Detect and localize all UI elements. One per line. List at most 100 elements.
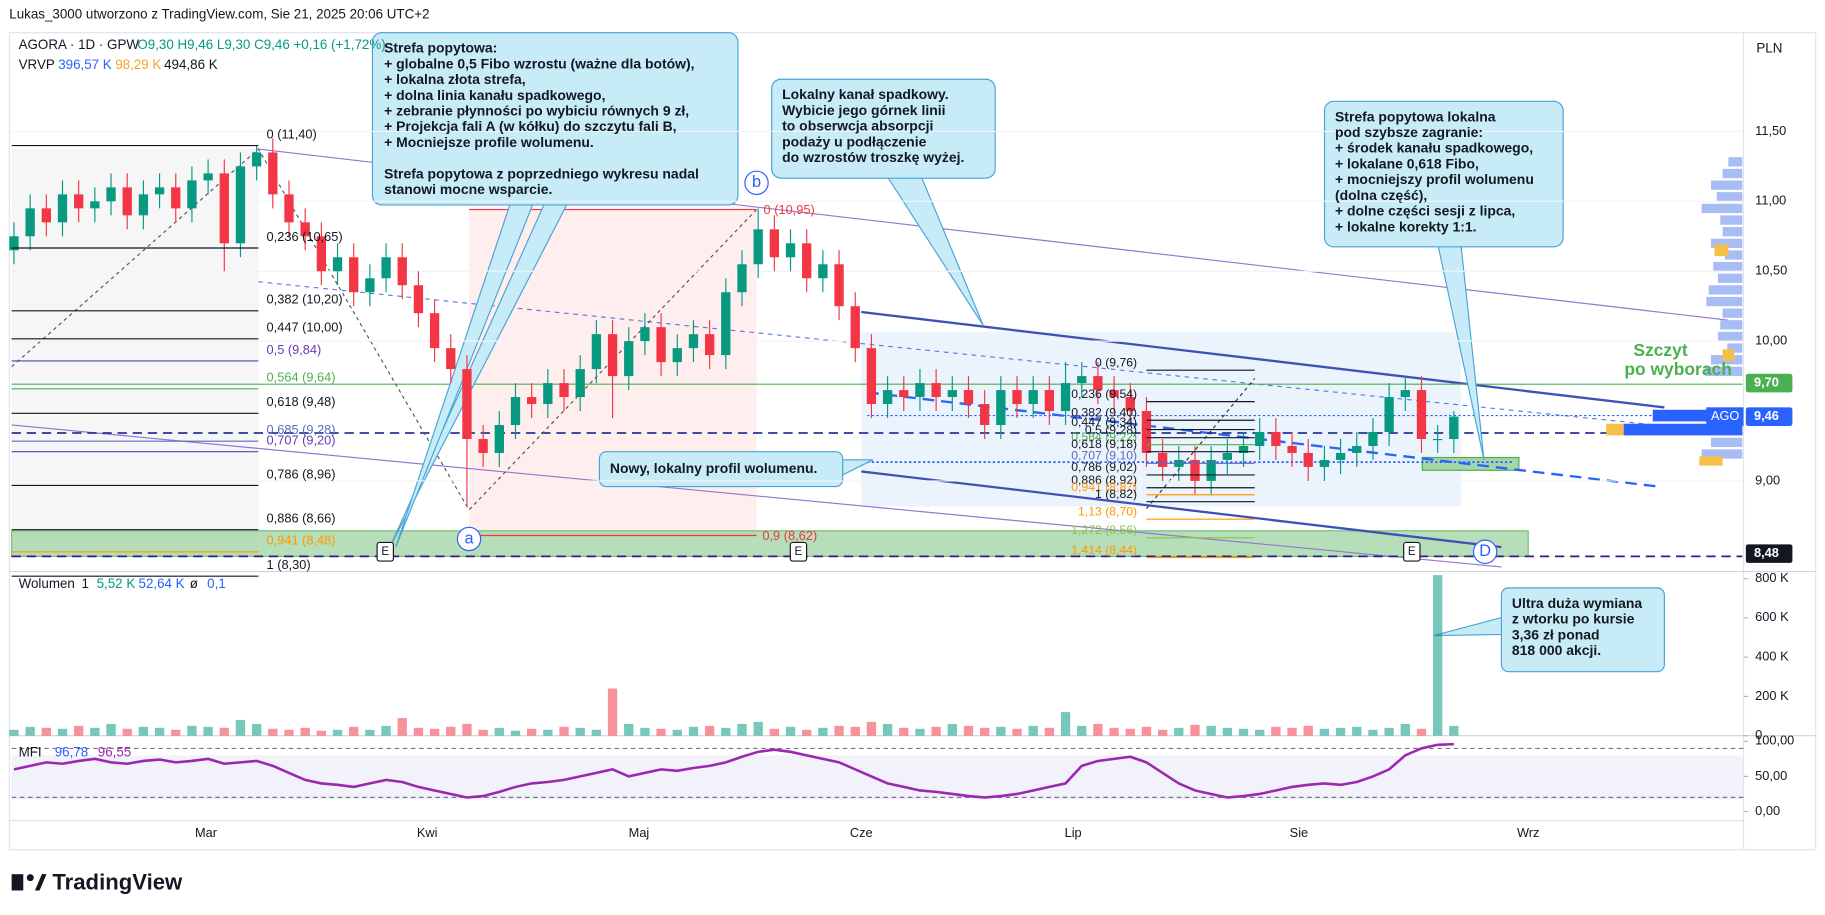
candle-body bbox=[1157, 452, 1168, 467]
candle-body bbox=[1141, 411, 1152, 453]
callout-box bbox=[598, 451, 844, 488]
candle-body bbox=[397, 257, 407, 286]
fib-label: 0,236 (10,65) bbox=[267, 229, 343, 244]
fib-label: 0,382 (9,40) bbox=[1071, 406, 1137, 420]
volume-symbol: ø bbox=[190, 576, 198, 591]
candle-body bbox=[931, 383, 941, 398]
candle-body bbox=[349, 257, 359, 293]
candle-body bbox=[1303, 452, 1313, 467]
candle-body bbox=[1335, 452, 1346, 460]
fib-label: 0,564 (9,64) bbox=[267, 370, 336, 385]
callout-line: + dolna linia kanału spadkowego, bbox=[384, 87, 605, 103]
volume-bar bbox=[25, 726, 35, 736]
candle-body bbox=[818, 264, 828, 279]
volume-profile bbox=[1606, 157, 1743, 466]
volume-bar bbox=[753, 721, 763, 736]
callout-line: + środek kanału spadkowego, bbox=[1335, 140, 1533, 156]
volume-bar bbox=[154, 727, 165, 736]
y-tick-label: 400 K bbox=[1755, 649, 1789, 664]
fib-label: 0,786 (8,96) bbox=[267, 466, 336, 481]
y-tick-label: 10,50 bbox=[1755, 263, 1787, 278]
volume-length: 1 bbox=[81, 576, 88, 591]
candle-body bbox=[187, 180, 197, 209]
fib-label: 0,886 (8,66) bbox=[267, 511, 336, 526]
volume-bar bbox=[882, 723, 893, 736]
candle-body bbox=[413, 285, 424, 314]
callout-line: + Projekcja fali A (w kółku) do szczytu … bbox=[384, 118, 676, 134]
callout-line: Lokalny kanał spadkowy. bbox=[782, 86, 948, 102]
fib-label: 0 (10,95) bbox=[764, 202, 815, 217]
fib-label: 0,618 (9,18) bbox=[1071, 437, 1137, 451]
volume-bar bbox=[1206, 725, 1216, 736]
price-badge-label: 8,48 bbox=[1754, 545, 1779, 560]
volume-bar bbox=[980, 727, 990, 736]
volume-bar bbox=[866, 721, 877, 736]
fib-label: 0 (11,40) bbox=[267, 126, 317, 141]
y-tick-label: 600 K bbox=[1755, 609, 1789, 624]
candle-body bbox=[365, 278, 375, 293]
fib-label: 0,236 (9,54) bbox=[1071, 387, 1137, 401]
y-tick-label: 10,00 bbox=[1755, 333, 1787, 348]
wave-circle bbox=[744, 170, 769, 196]
volume-bar bbox=[1432, 575, 1443, 736]
candle-body bbox=[688, 334, 699, 349]
fib-label: 0,685 (9,28) bbox=[267, 422, 336, 437]
volume-bar bbox=[1093, 723, 1103, 736]
y-tick-label: 0 bbox=[1755, 727, 1762, 742]
fib-label: 0,382 (10,20) bbox=[267, 292, 343, 307]
volume-bar bbox=[203, 726, 213, 736]
candle-body bbox=[1190, 459, 1200, 481]
callout-line: + mocniejszy profil wolumenu bbox=[1335, 171, 1534, 187]
wave-circle bbox=[456, 526, 482, 552]
candle-body bbox=[1109, 390, 1119, 398]
volume-bar bbox=[349, 726, 359, 736]
candle-body bbox=[57, 194, 68, 223]
fib-label: 0,618 (9,48) bbox=[267, 394, 336, 409]
candle-body bbox=[1255, 432, 1265, 446]
candle-body bbox=[446, 348, 456, 370]
candle-body bbox=[915, 383, 925, 398]
volume-bar bbox=[963, 725, 974, 736]
mfi-line bbox=[13, 742, 1454, 799]
volume-bar bbox=[1141, 726, 1152, 736]
volume-bar bbox=[316, 730, 327, 736]
volume-bar bbox=[850, 726, 860, 736]
candle-body bbox=[138, 194, 149, 216]
candle-body bbox=[1222, 452, 1232, 460]
candle-body bbox=[332, 257, 343, 272]
candle-body bbox=[607, 334, 618, 377]
fib-label: 0,941 (8,48) bbox=[267, 533, 336, 548]
volume-bar bbox=[721, 727, 731, 736]
callout-line: 3,36 zł ponad bbox=[1512, 626, 1600, 642]
volume-bar bbox=[996, 726, 1006, 736]
volume-bar bbox=[90, 727, 100, 736]
candle-body bbox=[1416, 390, 1427, 439]
callout-line: pod szybsze zagranie: bbox=[1335, 124, 1483, 140]
volume-bar bbox=[365, 729, 375, 736]
volume-bar bbox=[187, 725, 197, 736]
candle-body bbox=[235, 166, 246, 244]
callout-line: Strefa popytowa z poprzedniego wykresu n… bbox=[384, 165, 699, 181]
candle-body bbox=[672, 348, 682, 363]
volume-bar bbox=[931, 726, 941, 736]
candle-body bbox=[527, 397, 537, 405]
candle-body bbox=[1206, 459, 1216, 481]
volume-bar bbox=[1190, 724, 1200, 736]
callout-line: Nowy, lokalny profil wolumenu. bbox=[610, 460, 818, 476]
candle-body bbox=[559, 383, 569, 398]
volume-bar bbox=[591, 729, 602, 736]
candle-body bbox=[494, 425, 504, 453]
volume-bar bbox=[284, 729, 294, 736]
volume-bar bbox=[1109, 727, 1119, 736]
volume-bar bbox=[1271, 726, 1281, 736]
candle-body bbox=[381, 257, 391, 279]
y-tick-label: 200 K bbox=[1755, 688, 1789, 703]
candle-body bbox=[478, 438, 488, 453]
candle-body bbox=[316, 236, 327, 272]
candle-body bbox=[1319, 459, 1330, 467]
volume-bar bbox=[9, 729, 19, 736]
price-badge-label: 9,70 bbox=[1754, 374, 1779, 389]
volume-bar bbox=[1335, 727, 1346, 736]
